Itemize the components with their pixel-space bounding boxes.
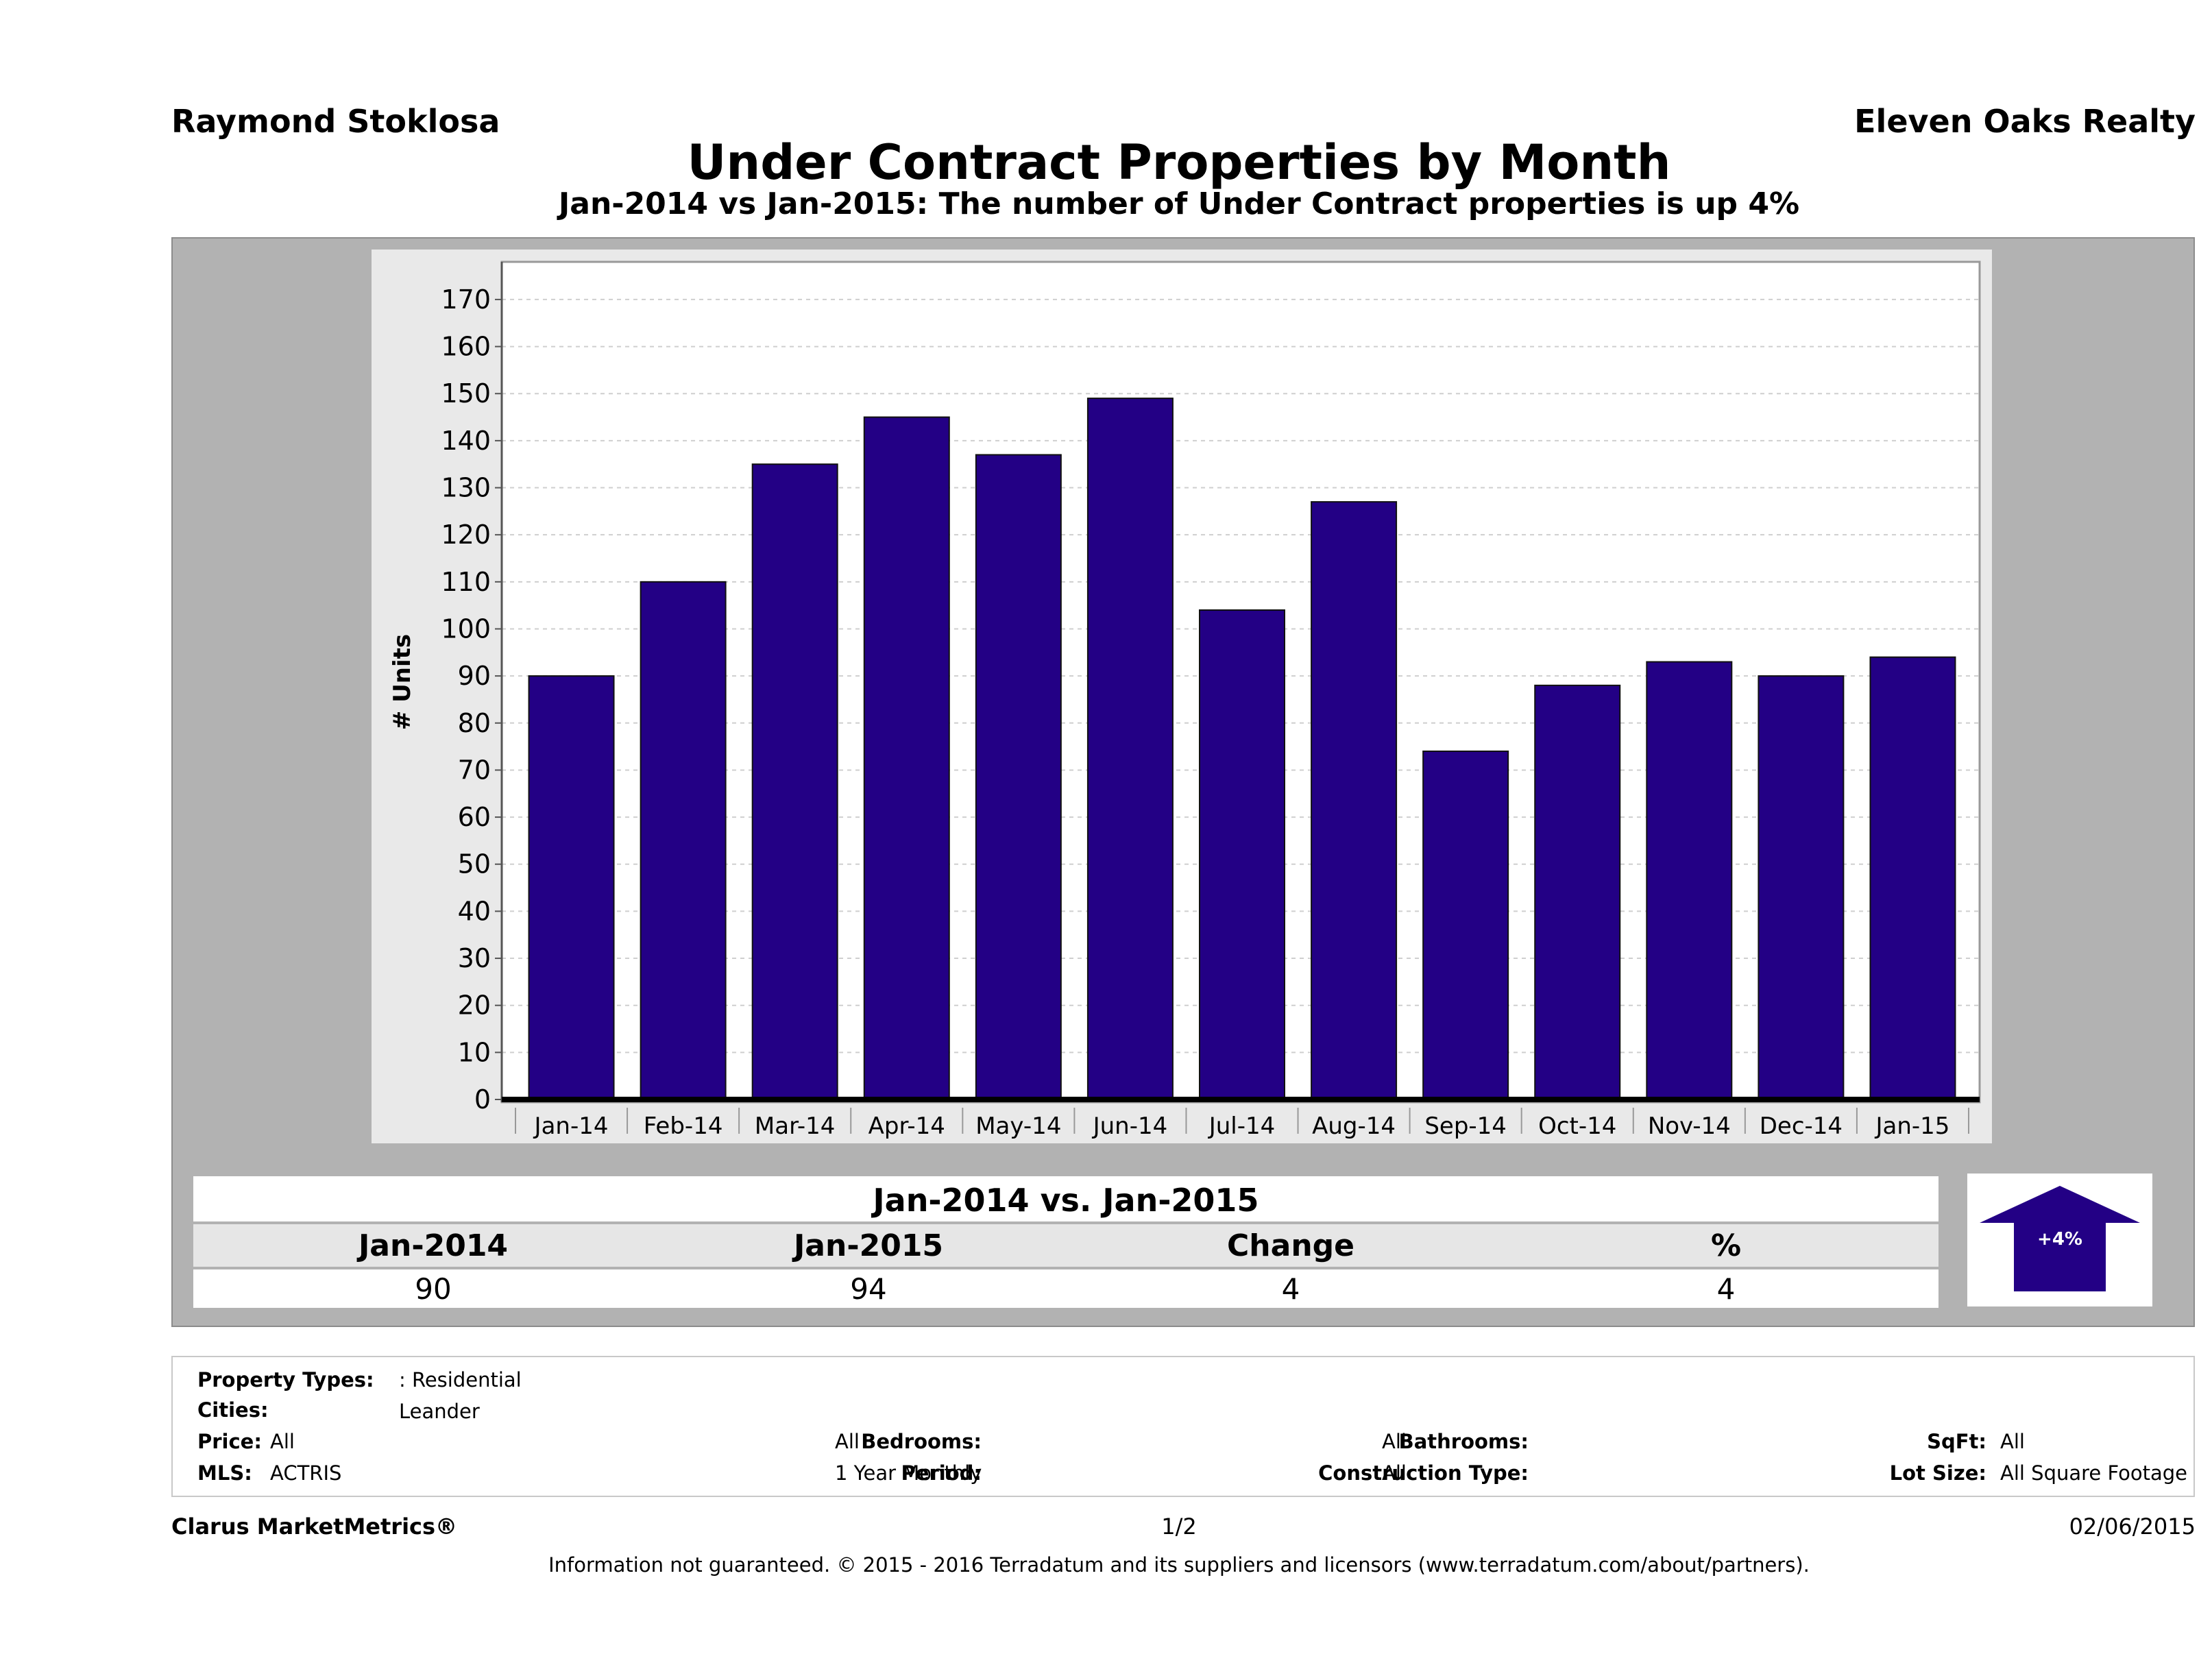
up-arrow-icon: +4% — [1980, 1186, 2140, 1291]
x-tick-label: Oct-14 — [1538, 1112, 1616, 1140]
bar — [640, 581, 727, 1100]
cities-value: Leander — [399, 1400, 480, 1423]
x-axis-ticks: Jan-14 Feb-14 Mar-14 Apr-14 May-14 Jun-14 Jul-… — [515, 1108, 1969, 1140]
y-tick-label: 60 — [458, 802, 491, 832]
y-tick-label: 10 — [458, 1037, 491, 1067]
mls-value: ACTRIS — [270, 1461, 342, 1485]
y-tick-label: 40 — [458, 896, 491, 926]
x-tick-label: Sep-14 — [1424, 1112, 1507, 1140]
y-tick-label: 110 — [441, 567, 491, 597]
property-types-label: Property Types: — [197, 1368, 374, 1391]
x-tick-label: Nov-14 — [1648, 1112, 1731, 1140]
x-tick-label: Feb-14 — [644, 1112, 723, 1140]
summary-value-jan-2015: 94 — [850, 1272, 887, 1306]
x-tick-label: May-14 — [975, 1112, 1061, 1140]
x-tick-label: Mar-14 — [755, 1112, 836, 1140]
chart-title: Under Contract Properties by Month — [687, 134, 1671, 191]
y-tick-label: 0 — [474, 1084, 491, 1115]
mls-label: MLS: — [197, 1461, 252, 1485]
construction-type-value: All — [1382, 1461, 1407, 1485]
search-criteria: Property Types: : Residential Cities: Le… — [171, 1356, 2195, 1497]
cities-label: Cities: — [197, 1398, 269, 1422]
summary-value-change: 4 — [1281, 1272, 1300, 1306]
y-tick-label: 140 — [441, 426, 491, 456]
agent-name: Raymond Stoklosa — [171, 103, 500, 140]
summary-value-row: 90 94 4 4 — [193, 1269, 1938, 1308]
y-axis-label: # Units — [389, 634, 416, 730]
summary-header-row: Jan-2014 Jan-2015 Change % — [193, 1224, 1938, 1267]
summary-value-jan-2014: 90 — [415, 1272, 452, 1306]
x-tick-label: Jan-14 — [533, 1112, 609, 1140]
price-label: Price: — [197, 1430, 262, 1453]
summary-title: Jan-2014 vs. Jan-2015 — [873, 1182, 1259, 1219]
y-tick-label: 90 — [458, 661, 491, 691]
lot-size-label: Lot Size: — [1889, 1461, 1986, 1485]
bar — [1311, 501, 1398, 1100]
chart-subtitle: Jan-2014 vs Jan-2015: The number of Unde… — [558, 186, 1800, 221]
bar — [528, 675, 615, 1100]
bedrooms-label: Bedrooms: — [861, 1430, 982, 1453]
company-name: Eleven Oaks Realty — [1854, 103, 2196, 140]
bathrooms-label: Bathrooms: — [1398, 1430, 1529, 1453]
summary-header-jan-2015: Jan-2015 — [793, 1228, 944, 1263]
y-tick-label: 120 — [441, 520, 491, 550]
change-badge-text: +4% — [2037, 1229, 2082, 1250]
summary-title-row: Jan-2014 vs. Jan-2015 — [193, 1176, 1938, 1221]
x-tick-label: Dec-14 — [1760, 1112, 1843, 1140]
y-tick-label: 50 — [458, 849, 491, 879]
sqft-label: SqFt: — [1927, 1430, 1986, 1453]
y-axis-ticks: 0 10 20 30 40 50 60 70 80 90 100 110 120 130 140 150 160… — [441, 284, 502, 1115]
bar — [751, 463, 838, 1100]
x-tick-label: Aug-14 — [1312, 1112, 1396, 1140]
footer-date: 02/06/2015 — [2069, 1513, 2196, 1540]
property-types-value: : Residential — [399, 1368, 522, 1391]
period-value: 1 Year Monthly — [835, 1461, 982, 1485]
bar — [1646, 661, 1733, 1100]
bars — [528, 398, 1956, 1101]
y-tick-label: 30 — [458, 943, 491, 973]
change-badge: +4% — [1967, 1174, 2152, 1306]
construction-type-label: Construction Type: — [1318, 1461, 1529, 1485]
y-tick-label: 20 — [458, 990, 491, 1021]
bar — [1199, 609, 1285, 1100]
lot-size-value: All Square Footage — [2000, 1461, 2188, 1485]
x-tick-label: Jan-15 — [1874, 1112, 1949, 1140]
y-tick-label: 160 — [441, 332, 491, 362]
x-tick-label: Apr-14 — [868, 1112, 945, 1140]
price-value: All — [270, 1430, 295, 1453]
bar — [1758, 675, 1845, 1100]
footer-disclaimer: Information not guaranteed. © 2015 - 201… — [548, 1553, 1810, 1577]
summary-header-change: Change — [1227, 1228, 1354, 1263]
bar — [1086, 398, 1174, 1100]
x-tick-label: Jun-14 — [1092, 1112, 1168, 1140]
bar — [1869, 656, 1956, 1100]
y-tick-label: 150 — [441, 378, 491, 409]
bar-chart: 0 10 20 30 40 50 60 70 80 90 100 110 120 130 140 150 160… — [389, 260, 1981, 1140]
bar — [1534, 684, 1621, 1100]
bar — [1422, 750, 1509, 1100]
summary-value-percent: 4 — [1716, 1272, 1736, 1306]
bathrooms-value: All — [1382, 1430, 1407, 1453]
footer-page: 1/2 — [1161, 1513, 1197, 1540]
y-tick-label: 130 — [441, 473, 491, 503]
bar — [975, 454, 1062, 1100]
sqft-value: All — [2000, 1430, 2025, 1453]
y-tick-label: 80 — [458, 708, 491, 738]
y-tick-label: 70 — [458, 755, 491, 785]
bar — [863, 416, 950, 1101]
summary-header-jan-2014: Jan-2014 — [358, 1228, 509, 1263]
bedrooms-value: All — [835, 1430, 860, 1453]
period-label: Period: — [901, 1461, 982, 1485]
footer-brand: Clarus MarketMetrics® — [171, 1513, 458, 1540]
x-tick-label: Jul-14 — [1208, 1112, 1276, 1140]
y-tick-label: 100 — [441, 613, 491, 644]
chart-area: 0 10 20 30 40 50 60 70 80 90 100 110 120 130 140 150 160… — [372, 250, 1992, 1143]
summary-header-percent: % — [1710, 1228, 1742, 1263]
y-tick-label: 170 — [441, 284, 491, 315]
